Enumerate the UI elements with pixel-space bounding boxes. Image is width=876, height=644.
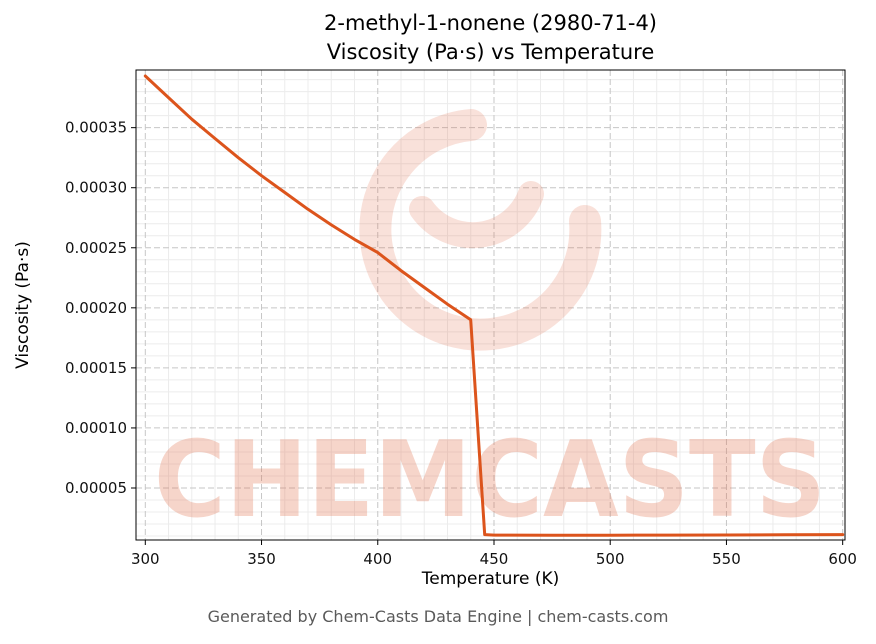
axis-ticks: [131, 127, 844, 545]
plot-border: [135, 69, 846, 541]
y-tick-labels: 0.00005 0.00010 0.00015 0.00020 0.00025 0.000…: [65, 119, 127, 497]
x-tick-label: 300: [131, 550, 160, 568]
chart-title: 2-methyl-1-nonene (2980-71-4): [324, 11, 657, 35]
y-tick-label: 0.00015: [65, 359, 127, 377]
watermark-logo-inner-icon: [409, 181, 544, 249]
y-tick-label: 0.00005: [65, 479, 127, 497]
y-tick-label: 0.00035: [65, 119, 127, 137]
x-tick-label: 600: [828, 550, 857, 568]
x-tick-label: 350: [247, 550, 276, 568]
x-tick-label: 400: [363, 550, 392, 568]
watermark-text: CHEMCASTS: [154, 419, 826, 541]
major-gridlines: [136, 70, 845, 540]
y-tick-label: 0.00025: [65, 239, 127, 257]
x-tick-label: 500: [596, 550, 625, 568]
x-axis-label: Temperature (K): [421, 569, 560, 589]
watermark: CHEMCASTS: [154, 109, 826, 541]
x-tick-label: 450: [480, 550, 509, 568]
title-block: 2-methyl-1-nonene (2980-71-4) Viscosity …: [136, 9, 845, 67]
y-tick-label: 0.00030: [65, 179, 127, 197]
footer-credit: Generated by Chem-Casts Data Engine | ch…: [207, 607, 669, 626]
x-tick-label: 550: [712, 550, 741, 568]
viscosity-series-line: [143, 74, 845, 537]
x-tick-labels: 300 350 400 450 500 550 600: [131, 550, 857, 568]
watermark-logo-icon: [359, 109, 602, 351]
y-tick-label: 0.00020: [65, 299, 127, 317]
y-axis-label: Viscosity (Pa·s): [13, 241, 33, 369]
chart-subtitle: Viscosity (Pa·s) vs Temperature: [326, 40, 655, 64]
y-tick-label: 0.00010: [65, 419, 127, 437]
